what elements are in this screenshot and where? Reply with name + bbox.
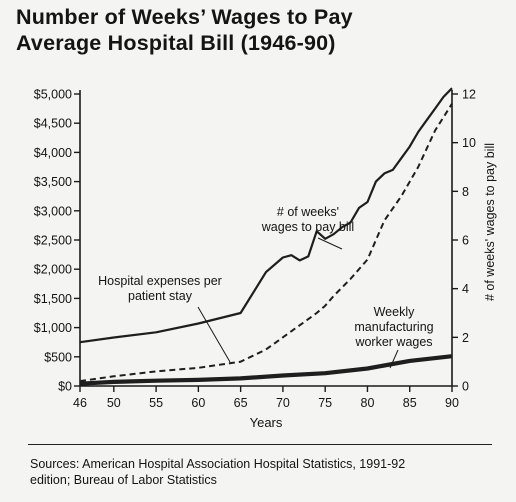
x-axis-title: Years <box>250 415 283 430</box>
pointer-line-weekly-wages <box>389 349 399 369</box>
chart-axes: $0 $500 $1,000 $1,500 $2,000 $2,500 $3,000 $3,5… <box>34 88 497 431</box>
y-right-tick-label: 2 <box>462 331 469 345</box>
sources-line-1: Sources: American Hospital Association H… <box>30 457 406 471</box>
divider-rule <box>28 444 492 445</box>
annotation-weekly-wages-line: worker wages <box>354 335 432 349</box>
x-tick-label: 80 <box>361 396 375 410</box>
y-left-tick-label: $1,500 <box>34 292 72 306</box>
y-left-tick-label: $5,000 <box>34 88 72 102</box>
y-right-tick-label: 0 <box>462 380 469 394</box>
annotation-weekly-wages-line: manufacturing <box>354 320 433 334</box>
x-tick-label: 85 <box>403 396 417 410</box>
annotation-hospital-expenses-line: patient stay <box>128 289 193 303</box>
title-line-1: Number of Weeks’ Wages to Pay <box>16 5 353 29</box>
annotation-weeks-wages: # of weeks' wages to pay bill <box>261 205 354 234</box>
y-left-tick-label: $3,500 <box>34 175 72 189</box>
annotation-hospital-expenses-line: Hospital expenses per <box>98 274 222 288</box>
y-axis-right-title: # of weeks' wages to pay bill <box>483 143 497 301</box>
weekly-wages-line <box>79 354 453 386</box>
annotation-weeks-wages-line: # of weeks' <box>277 205 339 219</box>
annotation-weekly-wages-line: Weekly <box>374 305 416 319</box>
sources-line-2: edition; Bureau of Labor Statistics <box>30 473 217 487</box>
annotation-hospital-expenses: Hospital expenses per patient stay <box>98 274 222 303</box>
annotation-weekly-wages: Weekly manufacturing worker wages <box>354 305 433 349</box>
y-right-tick-label: 4 <box>462 282 469 296</box>
x-tick-label: 65 <box>234 396 248 410</box>
annotation-weeks-wages-line: wages to pay bill <box>261 220 354 234</box>
y-left-tick-label: $4,000 <box>34 146 72 160</box>
line-chart: $0 $500 $1,000 $1,500 $2,000 $2,500 $3,000 $3,5… <box>34 87 497 431</box>
x-tick-label: 70 <box>276 396 290 410</box>
y-left-tick-label: $500 <box>44 350 72 364</box>
pointer-line-hospital-expenses <box>197 306 231 363</box>
x-tick-label: 50 <box>107 396 121 410</box>
x-tick-label: 60 <box>191 396 205 410</box>
hospital-expenses-line <box>79 87 453 344</box>
y-left-tick-label: $2,000 <box>34 263 72 277</box>
y-left-tick-label: $3,000 <box>34 204 72 218</box>
x-tick-label: 90 <box>445 396 459 410</box>
y-left-tick-label: $4,500 <box>34 117 72 131</box>
sources-note: Sources: American Hospital Association H… <box>30 456 490 488</box>
x-tick-label: 46 <box>73 396 87 410</box>
x-tick-label: 75 <box>318 396 332 410</box>
chart-title: Number of Weeks’ Wages to Pay Average Ho… <box>16 4 496 56</box>
weeks-wages-line <box>79 103 453 383</box>
y-left-tick-label: $2,500 <box>34 234 72 248</box>
y-right-tick-label: 8 <box>462 185 469 199</box>
y-right-tick-label: 6 <box>462 234 469 248</box>
y-left-tick-label: $0 <box>58 380 72 394</box>
chart-series <box>79 87 453 386</box>
y-right-tick-label: 10 <box>462 136 476 150</box>
y-left-tick-label: $1,000 <box>34 321 72 335</box>
x-tick-label: 55 <box>149 396 163 410</box>
y-right-tick-label: 12 <box>462 88 476 102</box>
chart-annotations: # of weeks' wages to pay bill Hospital exp… <box>98 205 434 369</box>
title-line-2: Average Hospital Bill (1946-90) <box>16 31 336 55</box>
pointer-line-weeks-wages <box>317 237 343 250</box>
